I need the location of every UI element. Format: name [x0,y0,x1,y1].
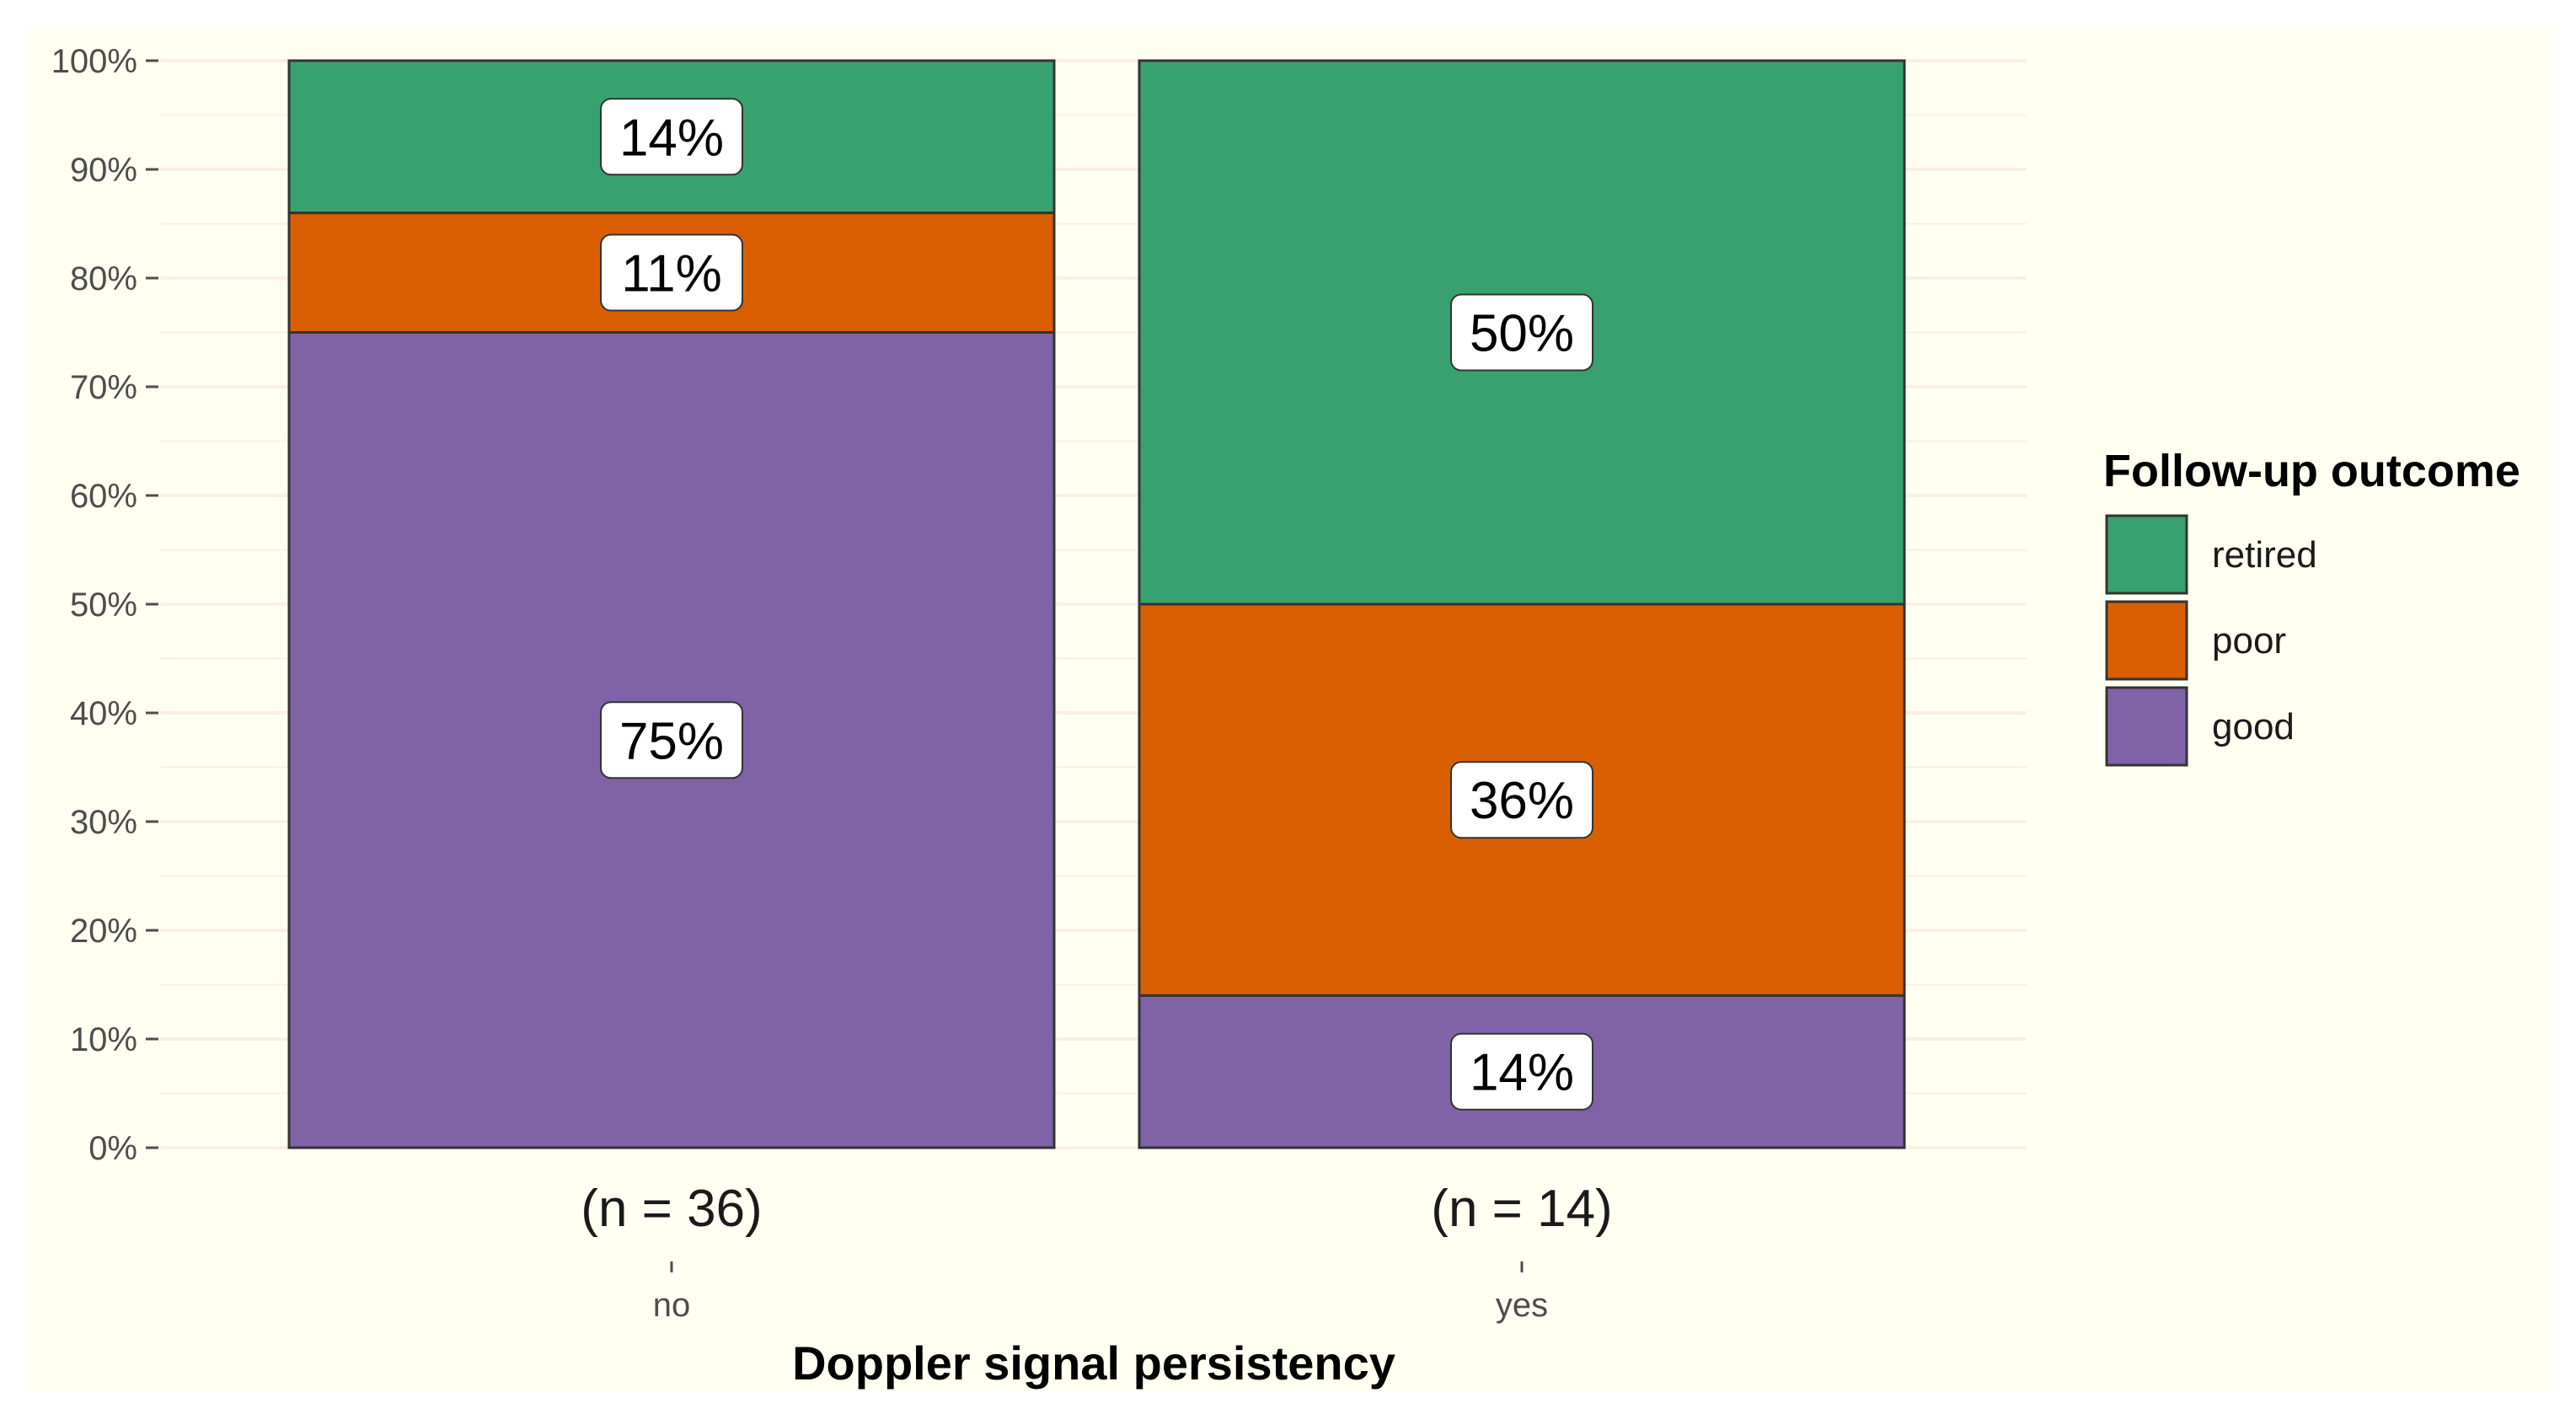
y-axis: 0% 10% 20% 30% 40% 50% 60% 70% 80% 90% 100% [51,43,158,1167]
y-tick-label: 100% [51,43,137,80]
y-tick-label: 0% [88,1130,137,1167]
data-label-text: 14% [619,109,724,167]
y-tick-label: 90% [70,152,137,189]
x-tick-label: yes [1496,1287,1548,1324]
data-label-text: 50% [1470,305,1574,363]
y-tick-label: 70% [70,369,137,406]
data-label-yes-good: 14% [1450,1032,1593,1111]
data-labels: 75% 11% 14% 14% 36% 50% [600,98,1593,1111]
y-tick-label: 50% [70,586,137,624]
data-label-box [1450,293,1593,372]
y-tick-label: 80% [70,260,137,297]
legend-swatch [2105,686,2188,767]
data-label-text: 75% [619,712,724,770]
y-tick-label: 30% [70,804,137,841]
data-label-no-poor: 11% [600,233,743,312]
data-label-box [1450,1032,1593,1111]
data-label-box [600,233,743,312]
data-label-box [600,701,743,779]
data-label-yes-retired: 50% [1450,293,1593,372]
x-axis: (n = 36) no (n = 14) yes [581,1180,1612,1324]
data-label-yes-poor: 36% [1450,761,1593,839]
legend-item-good: good [2105,686,2295,767]
data-label-text: 36% [1470,772,1574,830]
legend-title: Follow-up outcome [2103,446,2520,496]
bars [287,59,1906,1149]
y-tick-label: 60% [70,478,137,515]
legend-swatch [2105,600,2188,681]
legend-item-retired: retired [2105,514,2317,595]
y-tick-label: 10% [70,1021,137,1058]
x-tick-label: no [653,1287,691,1324]
x-axis-title: Doppler signal persistency [792,1336,1395,1390]
sample-size-label: (n = 14) [1431,1180,1612,1238]
legend-swatch [2105,514,2188,595]
data-label-no-retired: 14% [600,98,743,176]
data-label-box [1450,761,1593,839]
legend-item-poor: poor [2105,600,2286,681]
y-tick-label: 20% [70,913,137,950]
legend-label: poor [2212,620,2286,661]
legend-label: retired [2212,534,2317,576]
sample-size-label: (n = 36) [581,1180,762,1238]
legend-label: good [2212,706,2295,747]
data-label-no-good: 75% [600,701,743,779]
data-label-text: 14% [1470,1044,1574,1102]
data-label-text: 11% [621,245,722,303]
legend: Follow-up outcome retired poor good [2103,446,2520,767]
data-label-box [600,98,743,176]
y-tick-label: 40% [70,695,137,732]
